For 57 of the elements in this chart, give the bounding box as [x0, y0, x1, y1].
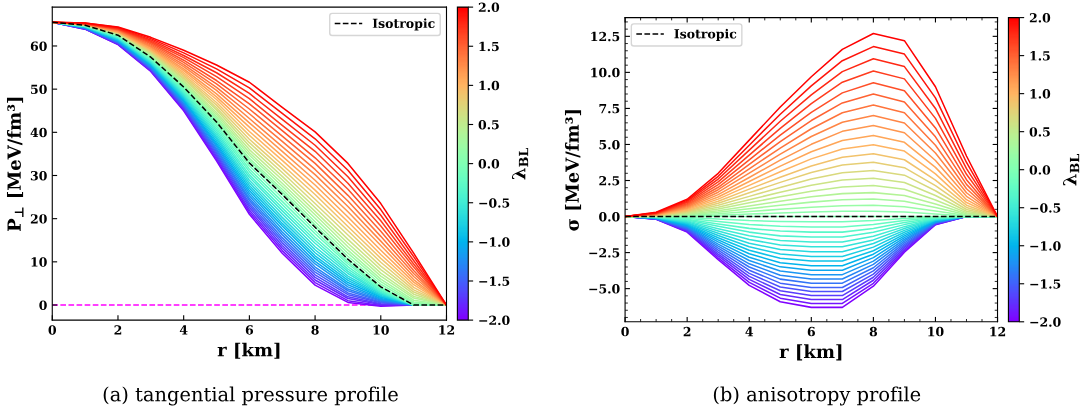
x-tick-label: 12	[990, 326, 1006, 337]
color-bar-label: −1.0	[1030, 241, 1061, 251]
y-tick-label: −5.0	[589, 284, 620, 294]
color-bar-label: 0.5	[1029, 127, 1050, 137]
x-tick-label: 8	[311, 325, 319, 335]
color-bar-label: 1.0	[479, 80, 500, 91]
color-bar-label: −0.5	[479, 198, 510, 208]
y-axis-title: σ [MeV/fm³]	[564, 110, 582, 231]
color-bar-label: −2.0	[479, 315, 510, 326]
x-tick-label: 10	[928, 326, 944, 337]
color-bar-label: 2.0	[478, 2, 500, 13]
color-bar-label: 0.5	[478, 119, 499, 130]
color-bar-label: 2.0	[1029, 13, 1051, 23]
x-tick-label: 0	[48, 325, 57, 335]
y-tick-label: 5.0	[599, 139, 620, 150]
color-bar-label: 0.0	[478, 159, 500, 169]
y-tick-label: 10.0	[591, 67, 620, 78]
x-tick-label: 8	[869, 326, 878, 337]
x-tick-label: 12	[439, 325, 455, 335]
y-tick-label: 0	[39, 300, 47, 310]
y-tick-label: 7.5	[599, 104, 620, 114]
y-tick-label: 40	[30, 127, 47, 138]
x-axis-title: r [km]	[779, 344, 842, 361]
color-bar-label: 0.0	[1029, 165, 1051, 175]
x-tick-label: 4	[745, 326, 754, 337]
legend-label: Isotropic	[372, 18, 435, 31]
y-axis-title: P$_{⊥}$ [MeV/fm³]	[6, 97, 24, 232]
x-axis-title: r [km]	[217, 342, 280, 359]
color-bar-title: λ$_{BL}$	[511, 148, 529, 180]
y-tick-label: 60	[30, 41, 47, 51]
y-tick-label: −2.5	[589, 248, 620, 258]
color-bar-label: −1.5	[1030, 279, 1061, 289]
x-tick-label: 10	[373, 325, 389, 335]
x-tick-label: 4	[179, 325, 188, 335]
y-tick-label: 20	[30, 214, 47, 224]
color-bar-label: 1.5	[1030, 51, 1050, 61]
y-tick-label: 12.5	[591, 31, 620, 42]
y-tick-label: 30	[30, 170, 47, 181]
color-bar-label: −0.5	[1030, 203, 1061, 213]
y-tick-label: 10	[31, 257, 47, 267]
x-tick-label: 2	[114, 325, 122, 335]
color-bar-label: −1.0	[479, 237, 510, 247]
x-tick-label: 6	[807, 326, 815, 337]
text: (a) tangential pressure profile	[103, 386, 398, 406]
x-tick-label: 0	[621, 326, 629, 337]
x-tick-label: 2	[683, 326, 691, 337]
color-bar-label: 1.5	[479, 41, 499, 52]
text: (b) anisotropy profile	[713, 386, 921, 406]
color-bar-label: −2.0	[1030, 317, 1061, 327]
x-tick-label: 6	[245, 325, 254, 335]
y-tick-label: 0.0	[599, 212, 620, 222]
color-bar-label: 1.0	[1030, 89, 1051, 99]
color-bar-title: λ$_{BL}$	[1063, 154, 1080, 186]
color-bar-label: −1.5	[479, 276, 510, 286]
y-tick-label: 2.5	[599, 175, 620, 186]
y-tick-label: 50	[31, 84, 47, 95]
legend-label: Isotropic	[674, 28, 737, 41]
